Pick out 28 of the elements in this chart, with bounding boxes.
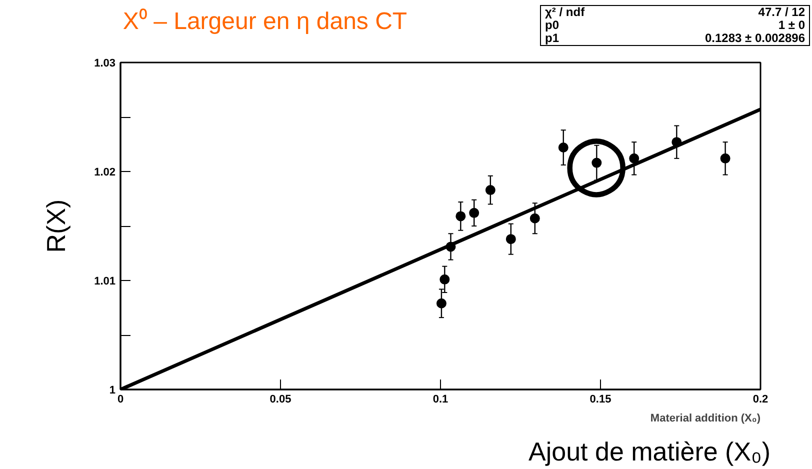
- point: [456, 211, 466, 222]
- y-tick-label: 1.03: [94, 58, 116, 70]
- point: [629, 153, 640, 164]
- point: [469, 208, 480, 218]
- point: [530, 213, 540, 224]
- chart-title: X⁰ – Largeur en η dans CT: [122, 7, 408, 37]
- x-tick-label: 0: [117, 394, 124, 406]
- x-tick-label: 0.05: [270, 394, 292, 406]
- y-axis-title: R(X): [41, 199, 72, 253]
- x-tick-label: 0.2: [752, 394, 768, 406]
- text: χ² / ndf: [544, 5, 586, 19]
- text: p0: [544, 18, 560, 32]
- point: [440, 274, 450, 284]
- text: p1: [544, 31, 560, 46]
- y-tick-label: 1: [109, 384, 116, 396]
- point: [485, 185, 496, 196]
- x-axis-title: Material addition (X₀): [650, 412, 761, 424]
- text: Ajout de matière (X₀): [528, 436, 770, 466]
- text: 1 ± 0: [777, 18, 806, 32]
- point: [720, 153, 730, 164]
- x-tick-label: 0.15: [590, 394, 612, 406]
- x-tick-label: 0.1: [432, 394, 448, 406]
- y-tick-label: 1.01: [94, 276, 116, 288]
- point: [436, 298, 446, 308]
- text: 47.7 / 12: [757, 5, 806, 19]
- y-tick-label: 1.02: [94, 166, 116, 178]
- text: 0.1283 ± 0.002896: [704, 31, 806, 46]
- point: [506, 234, 516, 244]
